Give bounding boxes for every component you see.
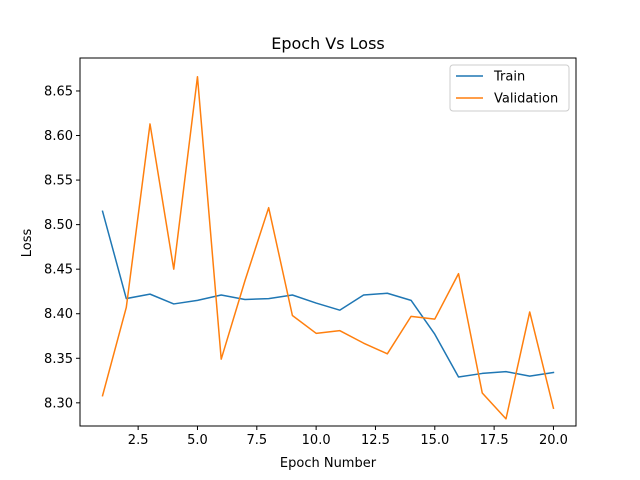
axes-frame [79,57,577,427]
y-tick-label: 8.50 [44,218,73,233]
y-tick-label: 8.45 [44,263,73,278]
y-tick-label: 8.35 [44,352,73,367]
plot-area: 2.5 5.0 7.5 10.0 12.5 15.0 17.5 20.0 8.30 8.35 8.4… [44,57,577,448]
x-tick-label: 17.5 [480,433,509,448]
x-tick-label: 12.5 [361,433,390,448]
x-tick-label: 10.0 [302,433,331,448]
x-tick-label: 7.5 [246,433,267,448]
y-tick-label: 8.40 [44,307,73,322]
x-axis-label: Epoch Number [280,456,377,471]
legend-label-train: Train [493,70,525,85]
y-tick-label: 8.65 [44,84,73,99]
x-tick-label: 5.0 [187,433,208,448]
x-tick-label: 2.5 [128,433,149,448]
legend-label-validation: Validation [494,92,558,107]
chart-title: Epoch Vs Loss [271,34,385,53]
y-tick-label: 8.30 [44,396,73,411]
y-axis-label: Loss [20,229,35,258]
x-tick-label: 20.0 [539,433,568,448]
y-tick-label: 8.55 [44,174,73,189]
y-tick-label: 8.60 [44,129,73,144]
series-line-validation [101,75,555,420]
x-tick-label: 15.0 [420,433,449,448]
